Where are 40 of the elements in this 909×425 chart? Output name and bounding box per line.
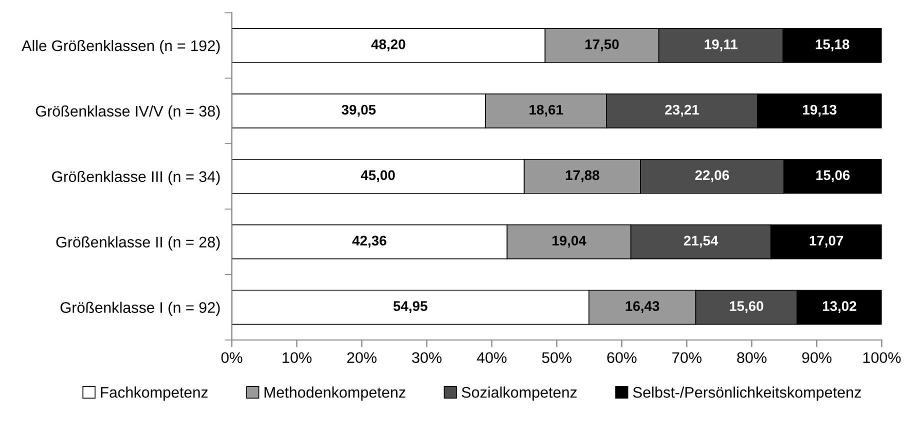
data-label: 13,02 — [822, 301, 856, 314]
data-label: 19,13 — [803, 104, 836, 117]
data-label: 42,36 — [352, 236, 386, 248]
data-label: 39,05 — [342, 104, 376, 117]
x-tick-label: 40% — [476, 352, 507, 364]
data-label: 54,95 — [393, 301, 428, 314]
data-label: 17,07 — [810, 236, 844, 248]
data-label: 18,61 — [530, 104, 564, 117]
data-label: 15,18 — [816, 39, 850, 52]
data-label: 17,50 — [585, 39, 619, 52]
x-tick-label: 30% — [412, 352, 442, 364]
x-tick-label: 0% — [221, 352, 242, 364]
x-tick-label: 90% — [802, 352, 832, 364]
y-tick-label: Größenklasse II (n = 28) — [56, 236, 220, 251]
legend-label: Selbst-/Persönlichkeitskompetenz — [633, 386, 861, 401]
legend-label: Methodenkompetenz — [264, 386, 406, 401]
x-tick-label: 50% — [542, 352, 572, 364]
data-label: 21,54 — [684, 236, 718, 248]
legend-label: Sozialkompetenz — [462, 386, 577, 401]
data-label: 19,11 — [704, 39, 738, 52]
data-label: 19,04 — [552, 236, 586, 248]
y-tick-label: Größenklasse I (n = 92) — [60, 302, 220, 316]
data-label: 17,88 — [566, 170, 600, 182]
x-tick-label: 80% — [737, 352, 766, 364]
data-label: 48,20 — [371, 39, 406, 52]
y-tick-label: Größenklasse III (n = 34) — [52, 170, 220, 186]
data-label: 15,60 — [730, 301, 764, 314]
data-label: 45,00 — [360, 170, 395, 182]
y-tick-label: Größenklasse IV/V (n = 38) — [36, 105, 220, 120]
x-tick-label: 70% — [672, 352, 702, 364]
x-tick-label: 10% — [282, 352, 312, 364]
x-tick-label: 100% — [863, 352, 901, 364]
y-tick-label: Alle Größenklassen (n = 192) — [22, 40, 220, 54]
x-tick-label: 60% — [607, 352, 636, 364]
data-label: 23,21 — [665, 104, 699, 117]
x-tick-label: 20% — [347, 352, 377, 364]
data-label: 15,06 — [816, 170, 850, 182]
data-label: 16,43 — [626, 301, 660, 314]
data-label: 22,06 — [695, 170, 730, 182]
legend-label: Fachkompetenz — [100, 386, 208, 401]
